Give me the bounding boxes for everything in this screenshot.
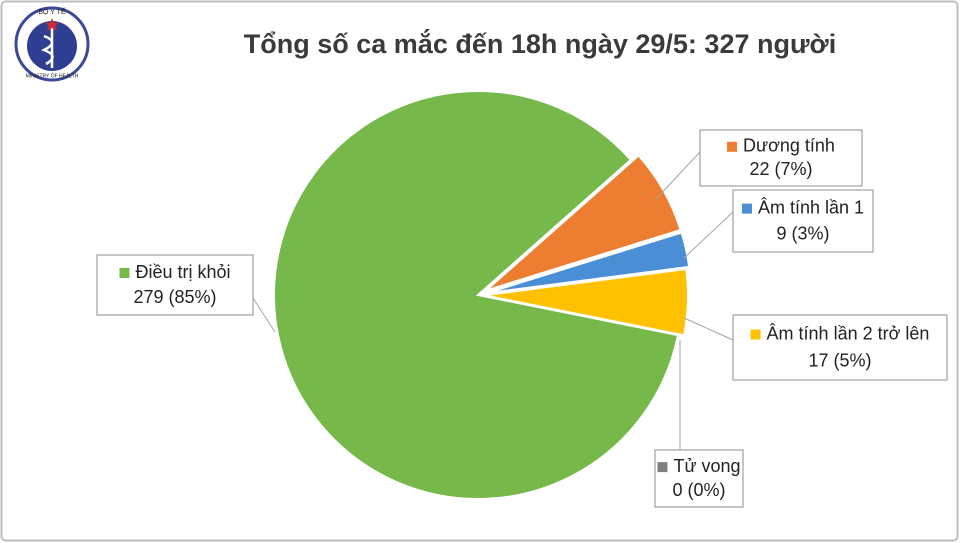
logo-star xyxy=(45,18,59,31)
category-label: Điều trị khỏi xyxy=(135,262,230,282)
label-box xyxy=(732,189,874,253)
logo: BỘ Y TẾ MINISTRY OF HEALTH xyxy=(14,6,90,82)
pie-slice xyxy=(273,90,680,500)
logo-bottom-text: MINISTRY OF HEALTH xyxy=(26,73,79,79)
value-label: 9 (3%) xyxy=(776,223,829,243)
leader-line xyxy=(252,297,276,333)
legend-swatch xyxy=(750,329,761,340)
legend-swatch xyxy=(727,141,738,152)
category-label: Âm tính lần 1 xyxy=(758,197,864,217)
label-box xyxy=(96,254,254,316)
label-box xyxy=(732,314,948,381)
value-label: 0 (0%) xyxy=(672,480,725,500)
category-label: Tử vong xyxy=(673,456,740,476)
label-box xyxy=(654,449,744,508)
leader-line xyxy=(683,317,734,341)
pie-slice xyxy=(483,267,689,337)
value-label: 17 (5%) xyxy=(808,351,871,371)
chart-title: Tổng số ca mắc đến 18h ngày 29/5: 327 ng… xyxy=(244,28,836,59)
label-box xyxy=(699,129,863,187)
category-label: Dương tính xyxy=(743,136,835,156)
value-label: 22 (7%) xyxy=(749,159,812,179)
leader-line xyxy=(654,151,701,201)
logo-emblem xyxy=(40,26,54,68)
logo-top-text: BỘ Y TẾ xyxy=(38,6,66,16)
leader-line xyxy=(683,211,734,259)
value-label: 279 (85%) xyxy=(133,287,216,307)
category-label: Âm tính lần 2 trở lên xyxy=(767,323,930,343)
pie-slice xyxy=(486,231,691,295)
legend-swatch xyxy=(657,462,668,473)
legend-swatch xyxy=(119,268,130,278)
legend-swatch xyxy=(741,203,752,214)
